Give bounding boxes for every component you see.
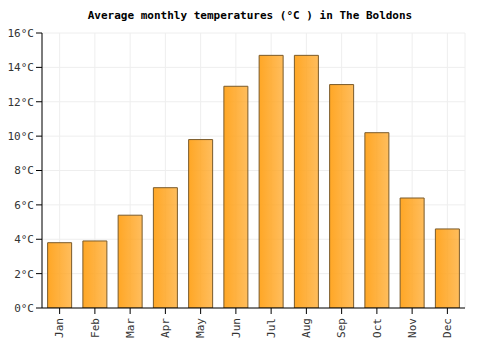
html-text:Average monthly temperatures (: Average monthly temperatures (°C ) in Th… [87,9,413,22]
svg-text:8°C: 8°C [14,164,34,177]
svg-text:6°C: 6°C [14,199,34,212]
svg-text:Feb: Feb [89,318,102,338]
svg-text:0°C: 0°C [14,302,34,315]
svg-text:Dec: Dec [441,318,454,338]
svg-text:Oct: Oct [371,318,384,338]
svg-text:4°C: 4°C [14,233,34,246]
svg-text:12°C: 12°C [8,96,34,109]
svg-text:Nov: Nov [406,318,419,338]
svg-text:14°C: 14°C [8,61,34,74]
svg-text:16°C: 16°C [8,27,34,40]
svg-text:2°C: 2°C [14,268,34,281]
svg-text:Jun: Jun [230,318,243,338]
svg-text:Apr: Apr [159,318,172,338]
svg-text:May: May [194,318,207,338]
svg-text:Aug: Aug [300,318,313,338]
svg-text:Jul: Jul [265,318,278,338]
svg-text:Mar: Mar [124,318,137,338]
svg-text:Jan: Jan [53,318,66,338]
svg-text:10°C: 10°C [8,130,34,143]
svg-text:Sep: Sep [335,318,348,338]
